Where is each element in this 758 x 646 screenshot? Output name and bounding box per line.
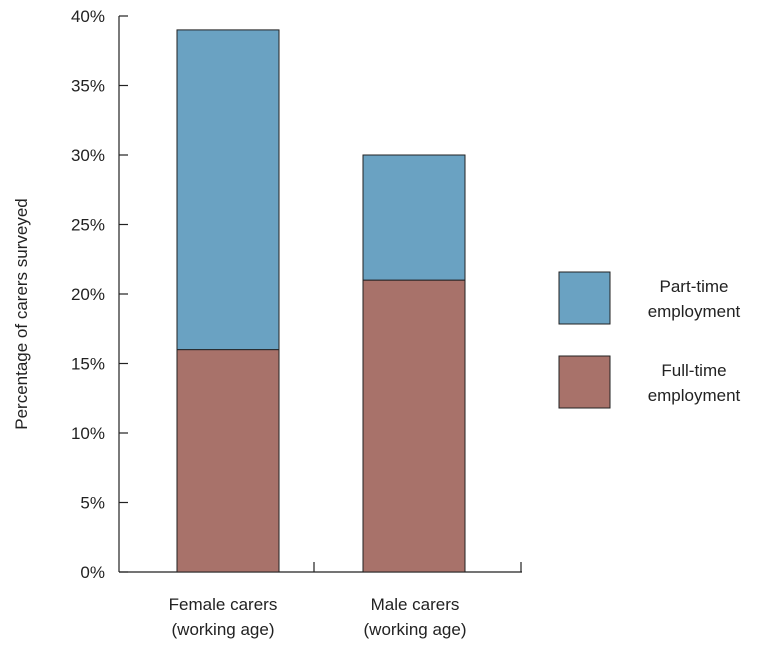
y-tick-label: 40% (71, 7, 105, 26)
category-label: (working age) (364, 620, 467, 639)
legend-label: employment (648, 386, 741, 405)
category-labels: Female carers (working age) Male carers (wo… (169, 595, 467, 639)
y-tick-label: 5% (80, 494, 105, 513)
legend-label: Part-time (660, 277, 729, 296)
y-axis: 0% 5% 10% 15% 20% 25% 30% 35% 40% (71, 7, 128, 582)
y-tick-label: 30% (71, 146, 105, 165)
y-tick-label: 20% (71, 285, 105, 304)
y-tick-label: 25% (71, 216, 105, 235)
bars (176, 29, 466, 573)
category-label: (working age) (172, 620, 275, 639)
legend: Part-time employment Full-time employment (558, 271, 741, 409)
legend-label: employment (648, 302, 741, 321)
category-label: Female carers (169, 595, 278, 614)
y-tick-label: 10% (71, 424, 105, 443)
bar-segment (176, 29, 280, 351)
legend-swatch (558, 271, 611, 325)
bar-segment (362, 279, 466, 573)
y-axis-title: Percentage of carers surveyed (12, 198, 31, 430)
bar-segment (362, 154, 466, 281)
y-tick-label: 0% (80, 563, 105, 582)
y-tick-label: 35% (71, 77, 105, 96)
category-label: Male carers (371, 595, 460, 614)
y-tick-label: 15% (71, 355, 105, 374)
legend-swatch (558, 355, 611, 409)
legend-label: Full-time (661, 361, 726, 380)
bar-segment (176, 349, 280, 573)
